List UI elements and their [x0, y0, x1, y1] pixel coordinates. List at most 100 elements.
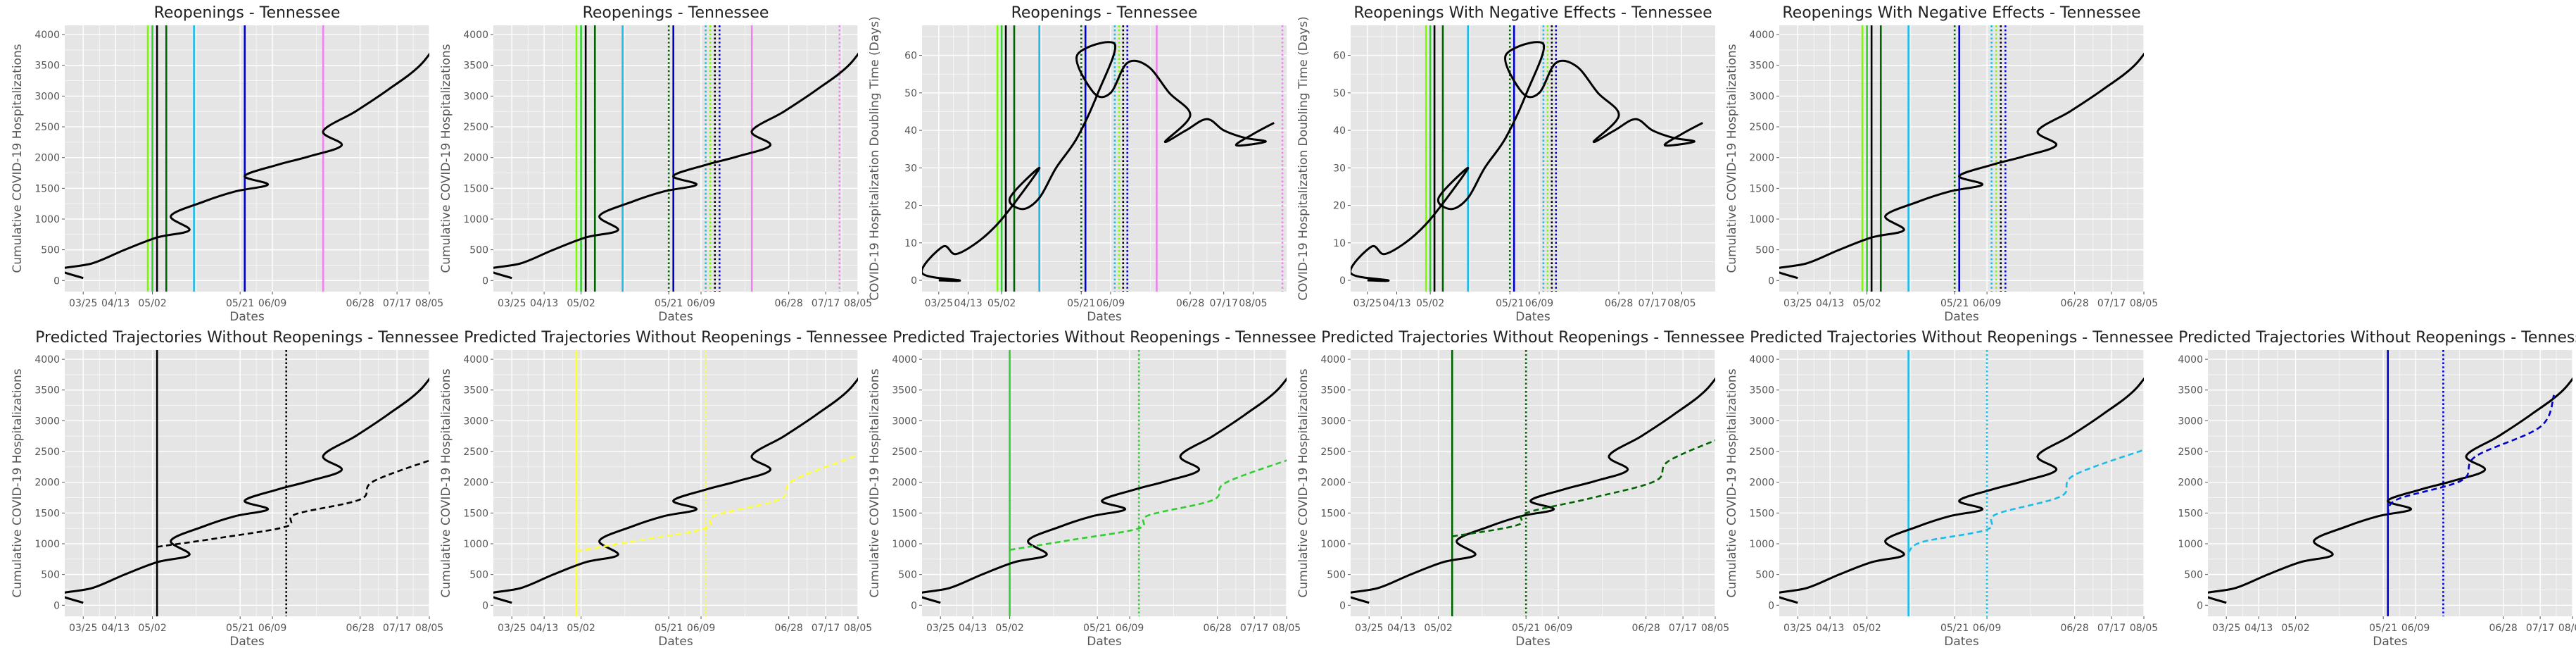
series-group — [1779, 52, 2144, 280]
y-tick-label: 20 — [904, 201, 917, 212]
predicted-trajectory-line — [1009, 459, 1287, 552]
y-tick-label: 0 — [1339, 600, 1346, 611]
y-tick-label: 50 — [1333, 88, 1346, 99]
x-tick-label: 05/02 — [138, 298, 166, 309]
y-tick-label: 2500 — [34, 122, 60, 133]
y-tick-label: 4000 — [1749, 30, 1774, 41]
y-tick-label: 60 — [904, 51, 917, 62]
chart-panel-10: 03/25 04/13 05/02 05/21 06/09 06/28 07/17 08/05… — [1725, 329, 2173, 648]
x-tick-label: 08/05 — [2558, 623, 2576, 634]
chart-panel-2: 03/25 04/13 05/02 05/21 06/09 06/28 07/17 08/05… — [439, 4, 872, 324]
y-axis-label: Cumulative COVID-19 Hospitalizations — [1725, 44, 1739, 273]
y-tick-label: 2000 — [1749, 478, 1774, 489]
x-tick-label: 03/25 — [69, 623, 97, 634]
y-tick-label: 30 — [1333, 163, 1346, 174]
plot-area — [1779, 25, 2144, 292]
x-tick-label: 05/21 — [1067, 298, 1095, 309]
x-tick-label: 03/25 — [925, 298, 953, 309]
y-tick-label: 20 — [1333, 201, 1346, 212]
y-tick-label: 3500 — [34, 61, 60, 72]
x-tick-label: 05/21 — [2369, 623, 2397, 634]
y-tick-label: 500 — [1327, 570, 1346, 581]
observed-line — [493, 377, 858, 604]
chart-title: Predicted Trajectories Without Reopening… — [464, 329, 888, 347]
x-tick-label: 05/21 — [226, 298, 254, 309]
x-tick-label: 06/28 — [346, 298, 374, 309]
x-tick-label: 05/21 — [655, 298, 683, 309]
y-tick-label: 1500 — [1749, 508, 1774, 519]
series-group — [65, 52, 429, 280]
x-tick-label: 06/28 — [2060, 298, 2088, 309]
y-tick-label: 3000 — [34, 91, 60, 102]
x-tick-label: 04/13 — [2244, 623, 2273, 634]
y-tick-label: 500 — [898, 570, 917, 581]
series-group — [1779, 377, 2144, 604]
x-tick-label: 06/28 — [1176, 298, 1204, 309]
series-group — [922, 41, 1275, 282]
y-tick-label: 2500 — [463, 122, 488, 133]
y-tick-label: 1000 — [463, 539, 488, 550]
x-tick-label: 03/25 — [1783, 623, 1812, 634]
plot-area — [1779, 350, 2144, 616]
x-tick-label: 08/05 — [1239, 298, 1267, 309]
x-tick-label: 05/02 — [1852, 298, 1881, 309]
y-tick-label: 1500 — [463, 508, 488, 519]
y-tick-label: 3500 — [1749, 385, 1774, 397]
y-tick-label: 500 — [469, 245, 488, 256]
chart-panel-6: 03/25 04/13 05/02 05/21 06/09 06/28 07/17 08/05… — [11, 329, 459, 648]
x-tick-label: 07/17 — [1639, 298, 1667, 309]
x-tick-label: 06/09 — [1525, 298, 1553, 309]
y-tick-label: 2500 — [34, 447, 60, 458]
y-tick-label: 1500 — [34, 508, 60, 519]
observed-line — [65, 52, 429, 280]
predicted-trajectory-line — [576, 454, 858, 552]
predicted-trajectory-line — [2387, 394, 2556, 516]
y-tick-label: 1000 — [463, 214, 488, 225]
y-tick-label: 1500 — [34, 183, 60, 194]
y-tick-label: 4000 — [892, 354, 917, 366]
x-axis-label: Dates — [658, 635, 693, 648]
x-tick-label: 08/05 — [415, 298, 443, 309]
x-tick-label: 06/28 — [1631, 623, 1660, 634]
x-tick-label: 04/13 — [101, 298, 130, 309]
y-tick-label: 3500 — [2178, 385, 2203, 397]
y-tick-label: 4000 — [34, 354, 60, 366]
y-tick-label: 2000 — [463, 478, 488, 489]
y-tick-label: 2000 — [1749, 153, 1774, 164]
series-group — [1351, 41, 1703, 282]
chart-panel-1: 03/25 04/13 05/02 05/21 06/09 06/28 07/17 08/05… — [11, 4, 443, 324]
y-tick-label: 60 — [1333, 51, 1346, 62]
y-axis-label: Cumulative COVID-19 Hospitalizations — [868, 368, 882, 597]
y-tick-label: 1000 — [34, 214, 60, 225]
y-tick-label: 0 — [482, 600, 488, 611]
x-tick-label: 06/09 — [258, 298, 286, 309]
y-tick-label: 3500 — [892, 385, 917, 397]
y-tick-label: 3000 — [892, 416, 917, 427]
y-tick-label: 0 — [911, 275, 917, 287]
event-lines — [575, 25, 841, 292]
y-tick-label: 2000 — [1320, 478, 1346, 489]
x-tick-label: 05/21 — [1940, 298, 1969, 309]
y-tick-label: 3000 — [463, 416, 488, 427]
x-tick-label: 06/09 — [1544, 623, 1572, 634]
x-tick-label: 04/13 — [959, 623, 987, 634]
y-tick-label: 1500 — [1320, 508, 1346, 519]
y-axis-label: Cumulative COVID-19 Hospitalizations — [11, 368, 25, 597]
x-tick-label: 06/09 — [687, 298, 715, 309]
y-tick-label: 3500 — [463, 385, 488, 397]
x-tick-label: 06/28 — [2060, 623, 2088, 634]
y-tick-label: 3000 — [2178, 416, 2203, 427]
plot-area — [1351, 25, 1715, 292]
x-axis-label: Dates — [1515, 635, 1551, 648]
event-lines — [1425, 25, 1558, 292]
y-tick-label: 0 — [1768, 275, 1774, 287]
observed-line — [493, 52, 858, 280]
x-tick-label: 03/25 — [498, 623, 526, 634]
y-tick-label: 3000 — [34, 416, 60, 427]
y-tick-label: 1000 — [1749, 214, 1774, 225]
y-tick-label: 4000 — [1320, 354, 1346, 366]
y-tick-label: 2500 — [2178, 447, 2203, 458]
x-tick-label: 03/25 — [498, 298, 526, 309]
chart-title: Predicted Trajectories Without Reopening… — [2178, 329, 2576, 347]
